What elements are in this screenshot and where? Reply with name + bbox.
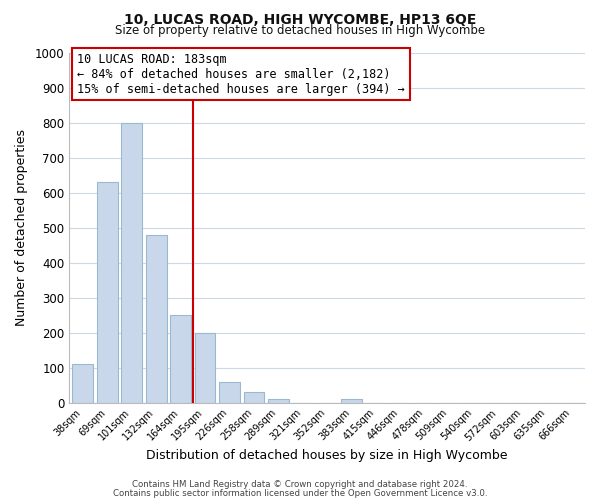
Text: Size of property relative to detached houses in High Wycombe: Size of property relative to detached ho… <box>115 24 485 37</box>
Bar <box>244 392 264 402</box>
Bar <box>341 399 362 402</box>
Bar <box>268 399 289 402</box>
Bar <box>170 315 191 402</box>
Text: Contains HM Land Registry data © Crown copyright and database right 2024.: Contains HM Land Registry data © Crown c… <box>132 480 468 489</box>
X-axis label: Distribution of detached houses by size in High Wycombe: Distribution of detached houses by size … <box>146 450 508 462</box>
Text: 10 LUCAS ROAD: 183sqm
← 84% of detached houses are smaller (2,182)
15% of semi-d: 10 LUCAS ROAD: 183sqm ← 84% of detached … <box>77 52 405 96</box>
Bar <box>97 182 118 402</box>
Bar <box>219 382 240 402</box>
Y-axis label: Number of detached properties: Number of detached properties <box>15 129 28 326</box>
Bar <box>73 364 93 403</box>
Bar <box>194 332 215 402</box>
Text: 10, LUCAS ROAD, HIGH WYCOMBE, HP13 6QE: 10, LUCAS ROAD, HIGH WYCOMBE, HP13 6QE <box>124 12 476 26</box>
Bar <box>146 234 167 402</box>
Bar <box>121 122 142 402</box>
Text: Contains public sector information licensed under the Open Government Licence v3: Contains public sector information licen… <box>113 488 487 498</box>
